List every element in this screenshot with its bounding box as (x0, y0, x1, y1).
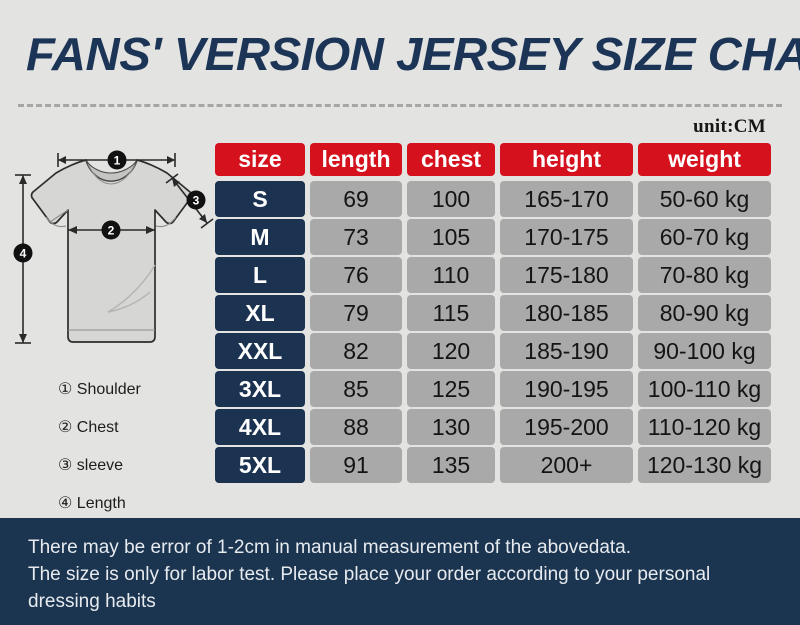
cell-size: M (215, 219, 305, 255)
marker-1-label: 1 (114, 154, 121, 168)
marker-2-label: 2 (108, 224, 115, 238)
legend-item-sleeve: ③ sleeve (58, 457, 124, 474)
cell-weight: 120-130 kg (638, 447, 771, 483)
measurement-legend: ① Shoulder ② Chest ③ sleeve ④ Length (58, 380, 208, 532)
legend-item-chest: ② Chest (58, 419, 119, 436)
cell-height: 200+ (500, 447, 633, 483)
table-row: S 69 100 165-170 50-60 kg (215, 181, 781, 217)
disclaimer-footer: There may be error of 1-2cm in manual me… (0, 518, 800, 625)
cell-chest: 115 (407, 295, 495, 331)
cell-weight: 70-80 kg (638, 257, 771, 293)
marker-4-label: 4 (20, 247, 27, 261)
cell-chest: 120 (407, 333, 495, 369)
cell-chest: 105 (407, 219, 495, 255)
cell-height: 175-180 (500, 257, 633, 293)
disclaimer-line-1: There may be error of 1-2cm in manual me… (28, 537, 632, 558)
legend-item-length: ④ Length (58, 495, 126, 512)
cell-length: 69 (310, 181, 402, 217)
column-header-weight: weight (638, 143, 771, 176)
disclaimer-text: There may be error of 1-2cm in manual me… (28, 534, 783, 615)
cell-height: 170-175 (500, 219, 633, 255)
cell-length: 82 (310, 333, 402, 369)
cell-size: S (215, 181, 305, 217)
cell-length: 76 (310, 257, 402, 293)
cell-length: 88 (310, 409, 402, 445)
cell-weight: 80-90 kg (638, 295, 771, 331)
cell-height: 185-190 (500, 333, 633, 369)
table-row: 3XL 85 125 190-195 100-110 kg (215, 371, 781, 407)
cell-height: 195-200 (500, 409, 633, 445)
cell-chest: 110 (407, 257, 495, 293)
cell-chest: 125 (407, 371, 495, 407)
table-row: 4XL 88 130 195-200 110-120 kg (215, 409, 781, 445)
cell-weight: 50-60 kg (638, 181, 771, 217)
table-row: M 73 105 170-175 60-70 kg (215, 219, 781, 255)
cell-weight: 110-120 kg (638, 409, 771, 445)
table-row: XL 79 115 180-185 80-90 kg (215, 295, 781, 331)
cell-size: 3XL (215, 371, 305, 407)
shoulder-measure-arrow: 1 (57, 150, 176, 170)
cell-chest: 135 (407, 447, 495, 483)
table-row: L 76 110 175-180 70-80 kg (215, 257, 781, 293)
cell-length: 79 (310, 295, 402, 331)
column-header-height: height (500, 143, 633, 176)
cell-chest: 130 (407, 409, 495, 445)
cell-size: L (215, 257, 305, 293)
cell-size: XXL (215, 333, 305, 369)
column-header-chest: chest (407, 143, 495, 176)
cell-size: 4XL (215, 409, 305, 445)
cell-weight: 60-70 kg (638, 219, 771, 255)
cell-weight: 100-110 kg (638, 371, 771, 407)
cell-length: 91 (310, 447, 402, 483)
length-measure-arrow: 4 (13, 174, 33, 344)
cell-length: 73 (310, 219, 402, 255)
cell-chest: 100 (407, 181, 495, 217)
sleeve-measure-arrow: 3 (165, 173, 214, 229)
legend-item-shoulder: ① Shoulder (58, 381, 141, 398)
cell-height: 180-185 (500, 295, 633, 331)
marker-3-label: 3 (193, 194, 200, 208)
cell-weight: 90-100 kg (638, 333, 771, 369)
table-row: XXL 82 120 185-190 90-100 kg (215, 333, 781, 369)
page-title: FANS' VERSION JERSEY SIZE CHART (26, 28, 800, 80)
size-chart-table: size length chest height weight S 69 100… (215, 143, 781, 485)
t-shirt-measurement-diagram: 1 2 3 (0, 140, 215, 365)
cell-height: 190-195 (500, 371, 633, 407)
column-header-length: length (310, 143, 402, 176)
cell-size: 5XL (215, 447, 305, 483)
unit-label: unit:CM (693, 116, 766, 137)
cell-size: XL (215, 295, 305, 331)
t-shirt-illustration (30, 159, 193, 343)
disclaimer-line-2: The size is only for labor test. Please … (28, 564, 711, 612)
cell-height: 165-170 (500, 181, 633, 217)
cell-length: 85 (310, 371, 402, 407)
table-header-row: size length chest height weight (215, 143, 781, 176)
chest-measure-arrow: 2 (68, 220, 155, 240)
dashed-divider (18, 104, 782, 107)
table-row: 5XL 91 135 200+ 120-130 kg (215, 447, 781, 483)
column-header-size: size (215, 143, 305, 176)
